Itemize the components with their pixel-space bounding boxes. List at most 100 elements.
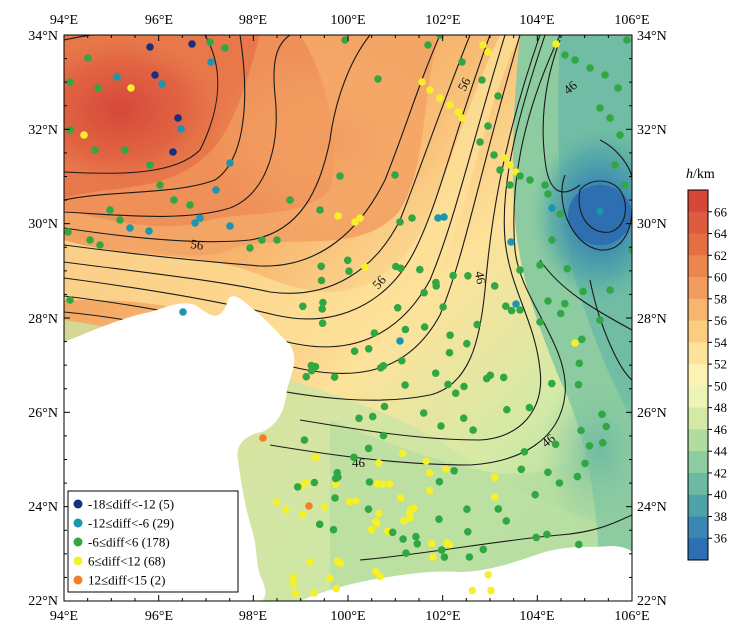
y-axis-right: 34°N 32°N 30°N 28°N 26°N 24°N 22°N (637, 29, 667, 609)
station-point (374, 75, 382, 83)
station-point (302, 372, 311, 381)
colorbar-cell (688, 538, 708, 561)
station-point (449, 271, 457, 280)
y-tick-label: 30°N (28, 217, 58, 232)
station-point (516, 266, 524, 274)
station-point (379, 480, 388, 489)
station-point (372, 518, 380, 526)
station-point (606, 114, 614, 122)
station-point (379, 431, 388, 440)
station-point (478, 76, 486, 84)
station-point (494, 505, 503, 513)
station-point (66, 78, 74, 86)
station-point (299, 302, 307, 311)
station-point (573, 472, 582, 481)
legend-marker (73, 556, 83, 566)
station-point (397, 494, 405, 502)
y-tick-label: 24°N (637, 500, 667, 515)
station-point (317, 276, 326, 285)
station-point (373, 479, 382, 488)
station-point (579, 287, 587, 296)
colorbar-tick-label: 56 (714, 313, 728, 328)
y-tick-label: 22°N (637, 594, 667, 609)
station-point (439, 303, 447, 311)
station-point (468, 586, 477, 595)
colorbar-cell (688, 320, 708, 343)
station-point (596, 104, 604, 112)
station-point (494, 92, 502, 100)
station-point (517, 465, 526, 474)
station-point (127, 84, 135, 92)
colorbar-tick-label: 44 (714, 444, 728, 459)
station-point (473, 320, 482, 329)
station-point (442, 465, 450, 473)
station-point (398, 356, 406, 365)
station-point (487, 586, 495, 595)
colorbar-frame (687, 189, 709, 561)
station-point (424, 41, 432, 49)
station-point (544, 297, 552, 305)
station-point (380, 402, 389, 411)
station-point (548, 379, 556, 388)
station-point (503, 405, 511, 414)
station-point (401, 325, 410, 334)
colorbar: h/km 66 64 62 60 58 56 54 52 50 48 46 44 42 40 38 36 (686, 167, 728, 561)
station-point (623, 36, 631, 44)
station-point (578, 335, 586, 344)
station-point (332, 584, 341, 593)
station-point (374, 459, 383, 467)
station-point (548, 204, 556, 212)
y-tick-label: 34°N (637, 29, 667, 44)
station-point (350, 453, 358, 462)
colorbar-tick-label: 50 (714, 378, 727, 393)
station-point (548, 236, 556, 244)
station-point (345, 498, 354, 506)
station-point (445, 348, 454, 357)
station-point (246, 244, 254, 252)
station-point (606, 286, 614, 294)
station-point (507, 238, 515, 246)
station-point (561, 51, 569, 59)
station-point (126, 224, 134, 232)
station-point (364, 444, 373, 453)
station-point (391, 171, 399, 179)
station-point (398, 449, 407, 458)
colorbar-cell (688, 233, 708, 256)
y-tick-label: 30°N (637, 217, 667, 232)
station-point (444, 380, 452, 389)
station-point (484, 48, 492, 56)
station-point (574, 380, 583, 389)
station-point (426, 86, 434, 94)
station-point (575, 359, 584, 368)
station-point (536, 261, 544, 269)
station-point (443, 539, 451, 547)
station-points (64, 35, 632, 598)
station-point (440, 553, 449, 561)
station-point (418, 78, 426, 86)
station-point (289, 580, 298, 589)
legend-label: -6≤diff<6 (178) (88, 535, 170, 550)
station-point (331, 494, 339, 502)
station-point (496, 166, 504, 174)
station-point (460, 382, 468, 391)
station-point (351, 218, 359, 226)
station-point (307, 361, 316, 370)
y-tick-label: 32°N (637, 123, 667, 138)
colorbar-tick-label: 38 (714, 509, 727, 524)
station-point (374, 509, 383, 518)
colorbar-tick-label: 52 (714, 357, 727, 372)
station-point (479, 545, 488, 554)
station-point (585, 442, 594, 450)
station-point (151, 71, 159, 79)
station-point (368, 412, 377, 421)
station-point (432, 282, 441, 290)
station-point (427, 540, 436, 548)
station-point (316, 206, 324, 214)
legend-label: 6≤diff<12 (68) (88, 554, 165, 569)
colorbar-cell (688, 472, 708, 496)
x-axis-bottom: 94°E 96°E 98°E 100°E 102°E 104°E 106°E (50, 609, 650, 624)
station-point (291, 589, 300, 598)
station-point (552, 40, 560, 48)
station-point (440, 213, 448, 221)
